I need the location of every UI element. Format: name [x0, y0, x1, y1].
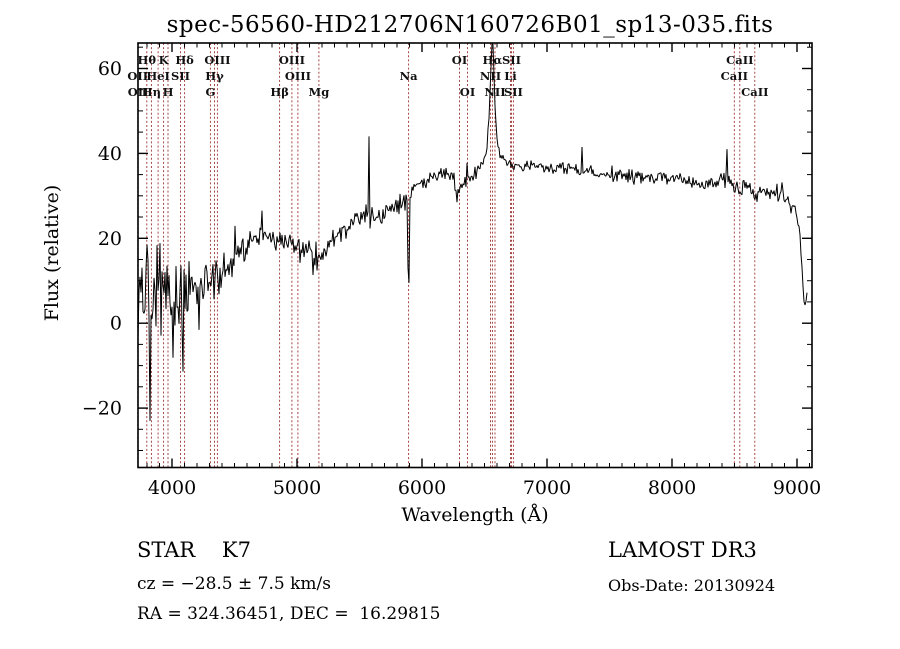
spectral-line-label: Hη	[142, 85, 161, 99]
y-axis-title: Flux (relative)	[41, 184, 63, 322]
spectral-line-label: OIII	[279, 53, 305, 67]
y-tick-label: 0	[110, 313, 122, 335]
spectral-line-label: OII	[128, 85, 149, 99]
spectral-line-label: OI	[452, 53, 467, 67]
spectral-line-label: Hδ	[175, 53, 194, 67]
object-class-label: STAR K7	[137, 538, 251, 562]
x-axis-title: Wavelength (Å)	[401, 504, 549, 526]
y-tick-label: −20	[82, 398, 122, 420]
spectral-line-label: H	[163, 85, 174, 99]
spectral-line-label: SII	[504, 85, 523, 99]
spectral-line-label: SII	[502, 53, 521, 67]
spectral-line-label: Hθ	[138, 53, 157, 67]
spectral-line-label: Li	[504, 69, 517, 83]
spectral-line-label: OII	[127, 69, 148, 83]
spectrum-polyline	[137, 42, 808, 421]
axis-tick-labels: 4000 5000 6000 7000 8000 9000 −20 0 20 40 60	[82, 58, 821, 499]
obs-date-label: Obs-Date: 20130924	[608, 576, 776, 595]
spectral-line-markers	[137, 43, 756, 468]
spectral-line-label: Hα	[483, 53, 503, 67]
spectral-line-label: Na	[400, 69, 419, 83]
redshift-velocity-label: cz = −28.5 ± 7.5 km/s	[137, 574, 331, 594]
y-tick-label: 40	[98, 143, 122, 165]
x-tick-label: 8000	[648, 477, 696, 499]
spectral-line-label: OIII	[204, 53, 230, 67]
spectral-line-label: NII	[480, 69, 501, 83]
spectral-line-label: G	[205, 85, 215, 99]
spectrum-trace	[137, 42, 808, 421]
axes-and-ticks	[137, 42, 813, 469]
spectral-line-label: K	[159, 53, 170, 67]
spectral-line-label: CaII	[726, 53, 753, 67]
plot-frame	[137, 42, 813, 469]
spectral-line-label: Hβ	[270, 85, 289, 99]
x-tick-label: 9000	[773, 477, 821, 499]
ra-dec-label: RA = 324.36451, DEC = 16.29815	[137, 604, 441, 624]
spectral-line-label: CaII	[721, 69, 748, 83]
spectral-line-label: OIII	[285, 69, 311, 83]
spectral-line-label: Hγ	[205, 69, 224, 83]
y-tick-label: 60	[98, 58, 122, 80]
x-tick-label: 7000	[523, 477, 571, 499]
spectral-line-label: CaII	[741, 85, 768, 99]
spectral-line-label: NII	[484, 85, 505, 99]
spectral-line-label: SII	[171, 69, 190, 83]
survey-release-label: LAMOST DR3	[608, 538, 757, 562]
x-tick-label: 4000	[148, 477, 196, 499]
spectral-line-label: HeI	[146, 69, 170, 83]
spectral-line-label: Mg	[309, 85, 330, 99]
y-tick-label: 20	[98, 228, 122, 250]
x-tick-label: 5000	[273, 477, 321, 499]
plot-title: spec-56560-HD212706N160726B01_sp13-035.f…	[166, 12, 774, 38]
spectral-line-label: OI	[460, 85, 475, 99]
x-tick-label: 6000	[398, 477, 446, 499]
